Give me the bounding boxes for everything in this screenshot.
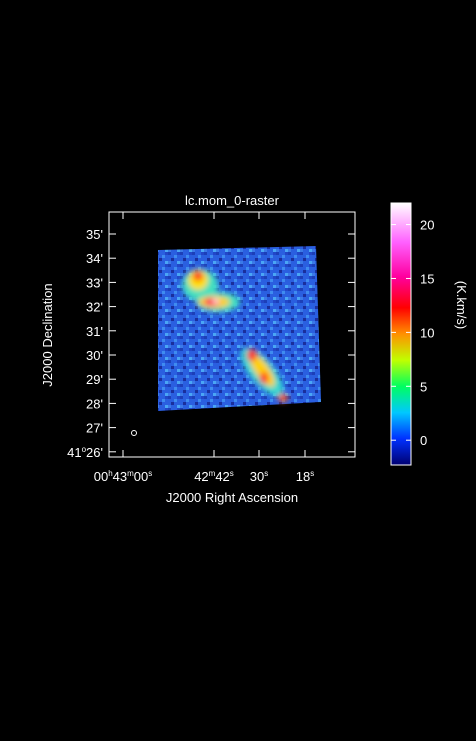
tick-label: 42m42s [194,469,234,484]
x-ticks: 00h43m00s 42m42s 30s 18s [94,212,314,484]
tick-label-part: 32' [86,300,103,315]
tick-label-sup: s [310,469,314,478]
tick-label: 31' [86,324,103,339]
colorbar-tick-label: 20 [420,218,434,233]
tick-label: 41o26' [67,445,103,460]
tick-label: 30' [86,348,103,363]
tick-label-part: 43 [113,469,127,484]
tick-label-sup: s [230,469,234,478]
tick-label-part: 30 [250,469,264,484]
tick-label-sup: o [82,445,87,454]
tick-label-part: 33' [86,275,103,290]
tick-label-part: 26' [86,445,103,460]
colorbar-tick-label: 15 [420,271,434,286]
tick-label-part: 28' [86,396,103,411]
tick-label-sup: m [209,469,216,478]
tick-label-sup: h [108,469,112,478]
tick-label-part: 42 [194,469,208,484]
colorbar-tick-label: 10 [420,325,434,340]
tick-label-part: 31' [86,324,103,339]
tick-label: 35' [86,227,103,242]
tick-label-part: 18 [296,469,310,484]
tick-label: 28' [86,396,103,411]
tick-label: 34' [86,251,103,266]
y-ticks: 35' 34' 33' 32' 31' 30' 29' 28' 27' 41o26' [67,227,355,460]
tick-label-part: 27' [86,421,103,436]
tick-label: 30s [250,469,268,484]
x-label: J2000 Right Ascension [166,490,298,505]
tick-label: 18s [296,469,314,484]
tick-label-part: 35' [86,227,103,242]
tick-label-sup: s [264,469,268,478]
tick-label: 27' [86,421,103,436]
tick-label-part: 00 [134,469,148,484]
plot-frame [108,211,356,458]
tick-label-part: 30' [86,348,103,363]
colorbar-ticks: 0 5 10 15 20 [391,218,434,448]
raster [158,246,321,411]
colorbar [390,202,412,466]
tick-label: 29' [86,372,103,387]
colorbar-label: (K.km/s) [454,281,469,329]
title: lc.mom_0-raster [185,193,280,208]
tick-label: 00h43m00s [94,469,153,484]
tick-label-part: 29' [86,372,103,387]
tick-label: 33' [86,275,103,290]
tick-label-part: 41 [67,445,81,460]
tick-label-part: 00 [94,469,108,484]
y-label: J2000 Declination [40,283,55,386]
colorbar-tick-label: 5 [420,379,427,394]
tick-label-sup: m [127,469,134,478]
tick-label: 32' [86,300,103,315]
tick-label-sup: s [148,469,152,478]
colorbar-tick-label: 0 [420,433,427,448]
tick-label-part: 42 [215,469,229,484]
beam [131,430,137,436]
tick-label-part: 34' [86,251,103,266]
